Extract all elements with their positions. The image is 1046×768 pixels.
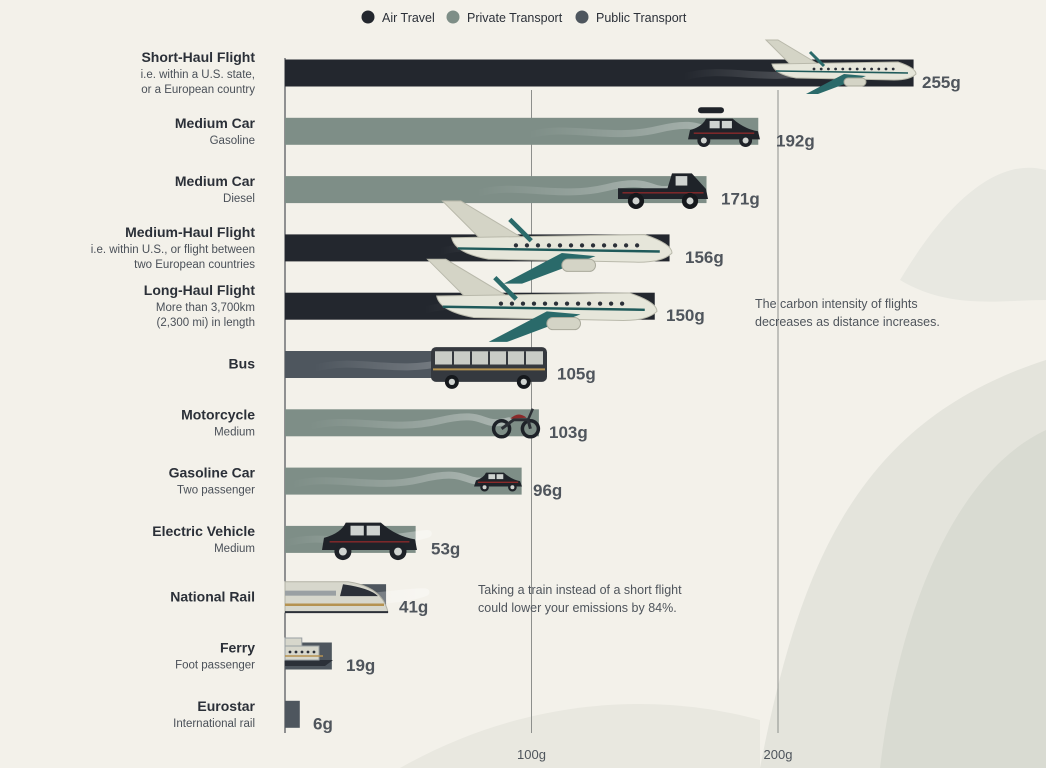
- category-label: Gasoline Car: [169, 465, 256, 481]
- category-sublabel: i.e. within a U.S. state,: [141, 69, 255, 81]
- category-sublabel: Foot passenger: [175, 660, 255, 672]
- category-labels: Short-Haul Flight i.e. within a U.S. stat…: [91, 49, 256, 730]
- legend-label: Public Transport: [596, 11, 687, 25]
- ferry-icon: [284, 637, 333, 666]
- category-sublabel: More than 3,700km: [156, 302, 255, 314]
- legend: Air Travel Private Transport Public Transp…: [361, 10, 687, 25]
- bar-row: [285, 409, 539, 437]
- plane-icon: [764, 39, 917, 94]
- value-label: 171g: [721, 190, 760, 209]
- motorcycle-icon: [491, 408, 541, 439]
- bus-icon: [431, 347, 547, 389]
- annotation-line: Taking a train instead of a short flight: [478, 583, 682, 597]
- category-sublabel: (2,300 mi) in length: [157, 317, 255, 329]
- car-icon: [688, 107, 760, 147]
- category-label: Long-Haul Flight: [144, 282, 256, 298]
- plane-icon: [441, 200, 673, 284]
- category-label: Ferry: [220, 640, 255, 656]
- annotation: Taking a train instead of a short flight…: [478, 583, 682, 615]
- x-tick-label: 100g: [517, 747, 546, 762]
- legend-swatch: [361, 10, 375, 24]
- legend-swatch: [446, 10, 460, 24]
- small-car-icon: [474, 472, 522, 492]
- value-label: 105g: [557, 365, 596, 384]
- category-label: National Rail: [170, 589, 255, 605]
- category-sublabel: two European countries: [134, 259, 255, 271]
- legend-item-public: Public Transport: [575, 10, 687, 25]
- train-icon: [284, 581, 389, 614]
- annotation-line: The carbon intensity of flights: [755, 297, 918, 311]
- value-labels: 255g 192g 171g 156g 150g 105g 103g 96g 53g 41g 19g…: [313, 73, 961, 733]
- vehicle-icons: [284, 39, 917, 666]
- legend-swatch: [575, 10, 589, 24]
- category-label: Eurostar: [197, 698, 255, 714]
- value-label: 156g: [685, 248, 724, 267]
- annotations: The carbon intensity of flights decreases…: [478, 297, 940, 615]
- car-icon: [322, 522, 417, 561]
- category-label: Medium Car: [175, 173, 256, 189]
- value-label: 19g: [346, 656, 375, 675]
- legend-label: Private Transport: [467, 11, 563, 25]
- annotation-line: decreases as distance increases.: [755, 315, 940, 329]
- bar-private: [285, 117, 759, 145]
- value-label: 192g: [776, 131, 815, 150]
- category-label: Medium Car: [175, 115, 256, 131]
- category-sublabel: or a European country: [141, 84, 255, 96]
- category-sublabel: Gasoline: [210, 135, 255, 147]
- x-tick-label: 200g: [764, 747, 793, 762]
- category-sublabel: Two passenger: [177, 485, 255, 497]
- pickup-truck-icon: [618, 173, 708, 210]
- value-label: 41g: [399, 598, 428, 617]
- category-sublabel: Medium: [214, 426, 255, 438]
- bar-row: [285, 117, 759, 145]
- value-label: 150g: [666, 306, 705, 325]
- category-sublabel: Diesel: [223, 193, 255, 205]
- value-label: 6g: [313, 714, 333, 733]
- category-sublabel: Medium: [214, 543, 255, 555]
- value-label: 103g: [549, 423, 588, 442]
- annotation-line: could lower your emissions by 84%.: [478, 601, 677, 615]
- category-label: Medium-Haul Flight: [125, 224, 255, 240]
- background-decoration: [400, 167, 1046, 768]
- legend-label: Air Travel: [382, 11, 435, 25]
- category-sublabel: i.e. within U.S., or flight between: [91, 244, 255, 256]
- annotation: The carbon intensity of flights decreases…: [755, 297, 940, 329]
- bar-row: [285, 700, 300, 728]
- x-tick-labels: 100g 200g: [517, 747, 792, 762]
- bar-public: [285, 700, 300, 728]
- legend-item-private: Private Transport: [446, 10, 563, 25]
- category-label: Motorcycle: [181, 406, 255, 422]
- category-sublabel: International rail: [173, 718, 255, 730]
- plane-icon: [426, 258, 658, 342]
- value-label: 255g: [922, 73, 961, 92]
- legend-item-air: Air Travel: [361, 10, 435, 25]
- value-label: 96g: [533, 481, 562, 500]
- value-label: 53g: [431, 539, 460, 558]
- category-label: Electric Vehicle: [152, 523, 255, 539]
- category-label: Short-Haul Flight: [141, 49, 255, 65]
- category-label: Bus: [229, 356, 256, 372]
